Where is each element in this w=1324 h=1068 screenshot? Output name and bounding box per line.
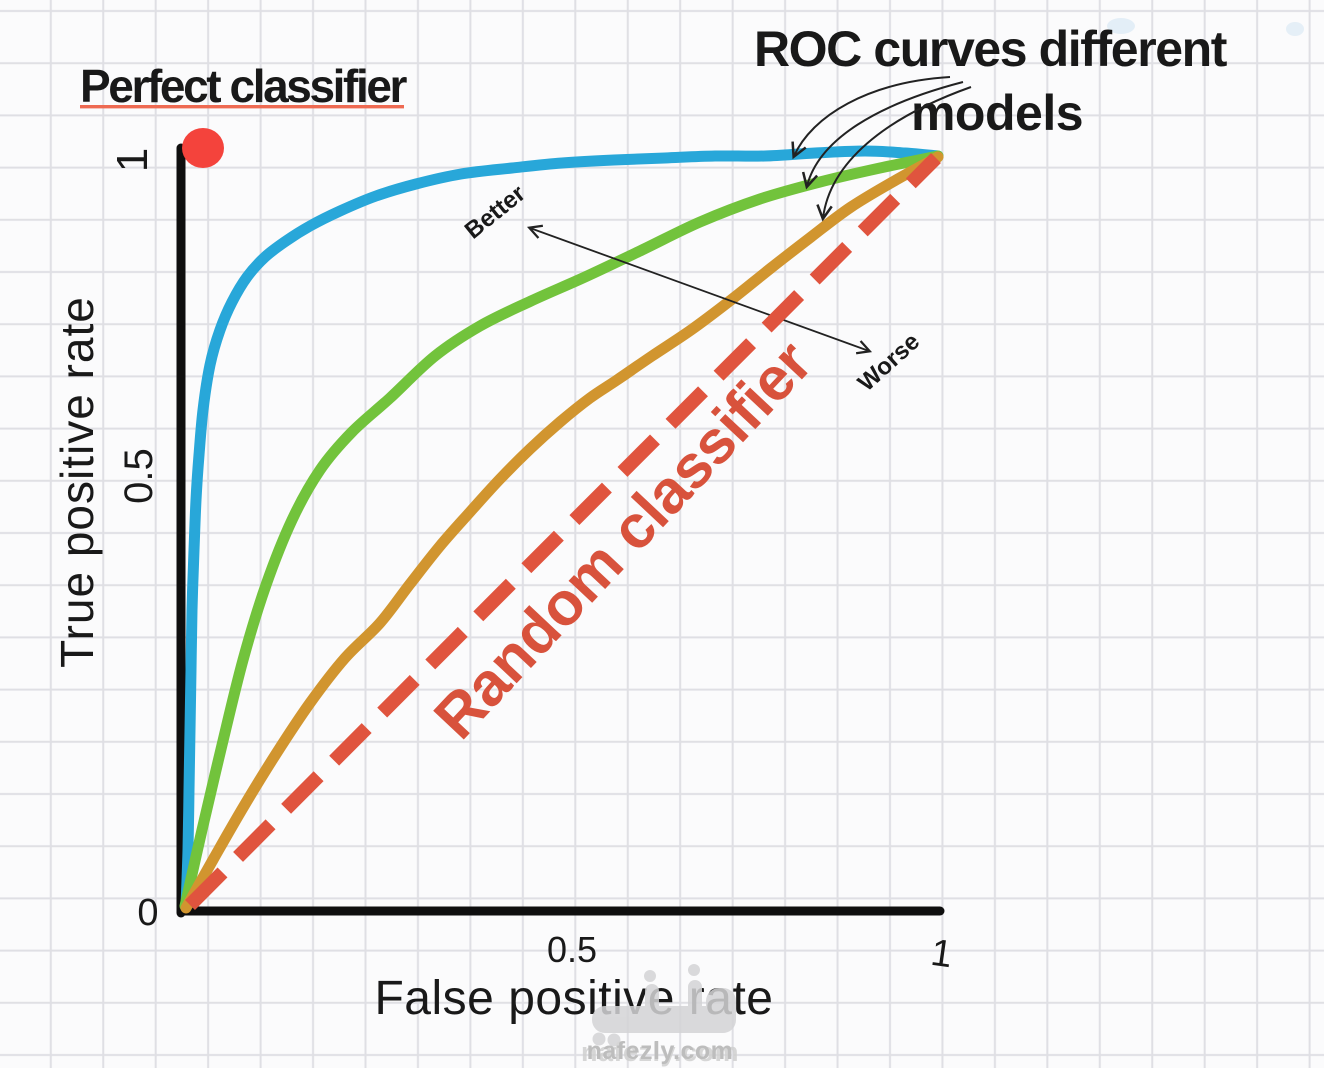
svg-text:0.5: 0.5: [547, 929, 597, 970]
svg-text:1: 1: [108, 148, 157, 172]
svg-text:nafezly.com: nafezly.com: [581, 1037, 739, 1067]
svg-text:0.5: 0.5: [117, 448, 161, 504]
svg-text:0: 0: [137, 892, 158, 934]
svg-text:nafezly.com: nafezly.com: [587, 1037, 734, 1065]
svg-text:True positive rate: True positive rate: [51, 296, 103, 668]
svg-text:Perfect classifier: Perfect classifier: [80, 60, 408, 112]
svg-text:models: models: [911, 85, 1083, 141]
svg-text:ROC curves different: ROC curves different: [754, 21, 1228, 77]
